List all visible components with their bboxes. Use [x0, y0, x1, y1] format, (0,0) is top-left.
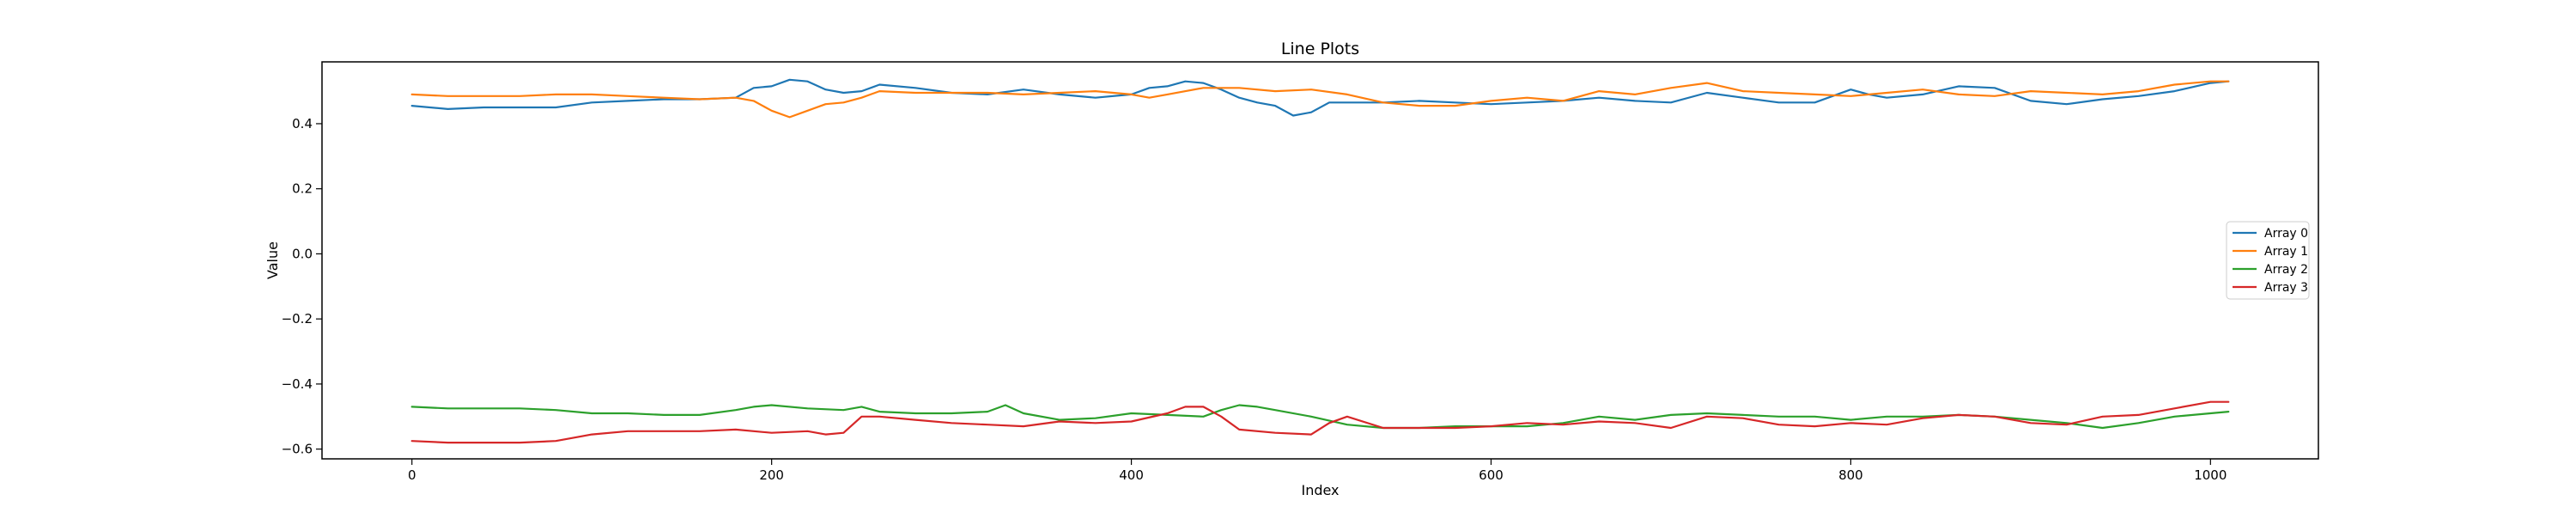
- series-line-0: [410, 78, 2230, 117]
- y-tick-label-1: −0.4: [282, 376, 313, 392]
- x-tick-label-4: 800: [1838, 467, 1863, 483]
- legend-label-0: Array 0: [2264, 227, 2308, 241]
- legend: Array 0 Array 1 Array 2 Array 3: [2226, 221, 2310, 300]
- y-tick-label-4: 0.2: [292, 181, 313, 197]
- y-tick-label-0: −0.6: [282, 442, 313, 457]
- chart-title: Line Plots: [1281, 40, 1359, 58]
- y-tick-label-3: 0.0: [292, 246, 313, 261]
- series-line-3: [410, 400, 2230, 444]
- x-tick-label-2: 400: [1119, 467, 1144, 483]
- legend-label-1: Array 1: [2264, 245, 2308, 259]
- series-line-1: [410, 80, 2230, 119]
- legend-label-3: Array 3: [2264, 281, 2308, 295]
- series-layer: [410, 78, 2230, 444]
- y-tick-label-2: −0.2: [282, 311, 313, 327]
- x-axis-label: Index: [1301, 482, 1339, 498]
- x-tick-label-3: 600: [1479, 467, 1504, 483]
- axes-frame: [321, 61, 2319, 460]
- y-ticks: −0.6 −0.4 −0.2 0.0 0.2 0.4: [282, 116, 322, 457]
- legend-items: Array 0 Array 1 Array 2 Array 3: [2233, 227, 2308, 295]
- x-tick-label-0: 0: [408, 467, 416, 483]
- x-tick-label-1: 200: [759, 467, 784, 483]
- legend-label-2: Array 2: [2264, 263, 2308, 277]
- x-tick-label-5: 1000: [2194, 467, 2227, 483]
- y-tick-label-5: 0.4: [292, 116, 313, 131]
- legend-frame: [2226, 221, 2310, 300]
- series-line-2: [410, 404, 2230, 430]
- y-axis-label: Value: [264, 241, 281, 279]
- x-ticks: 0 200 400 600 800 1000: [408, 459, 2227, 483]
